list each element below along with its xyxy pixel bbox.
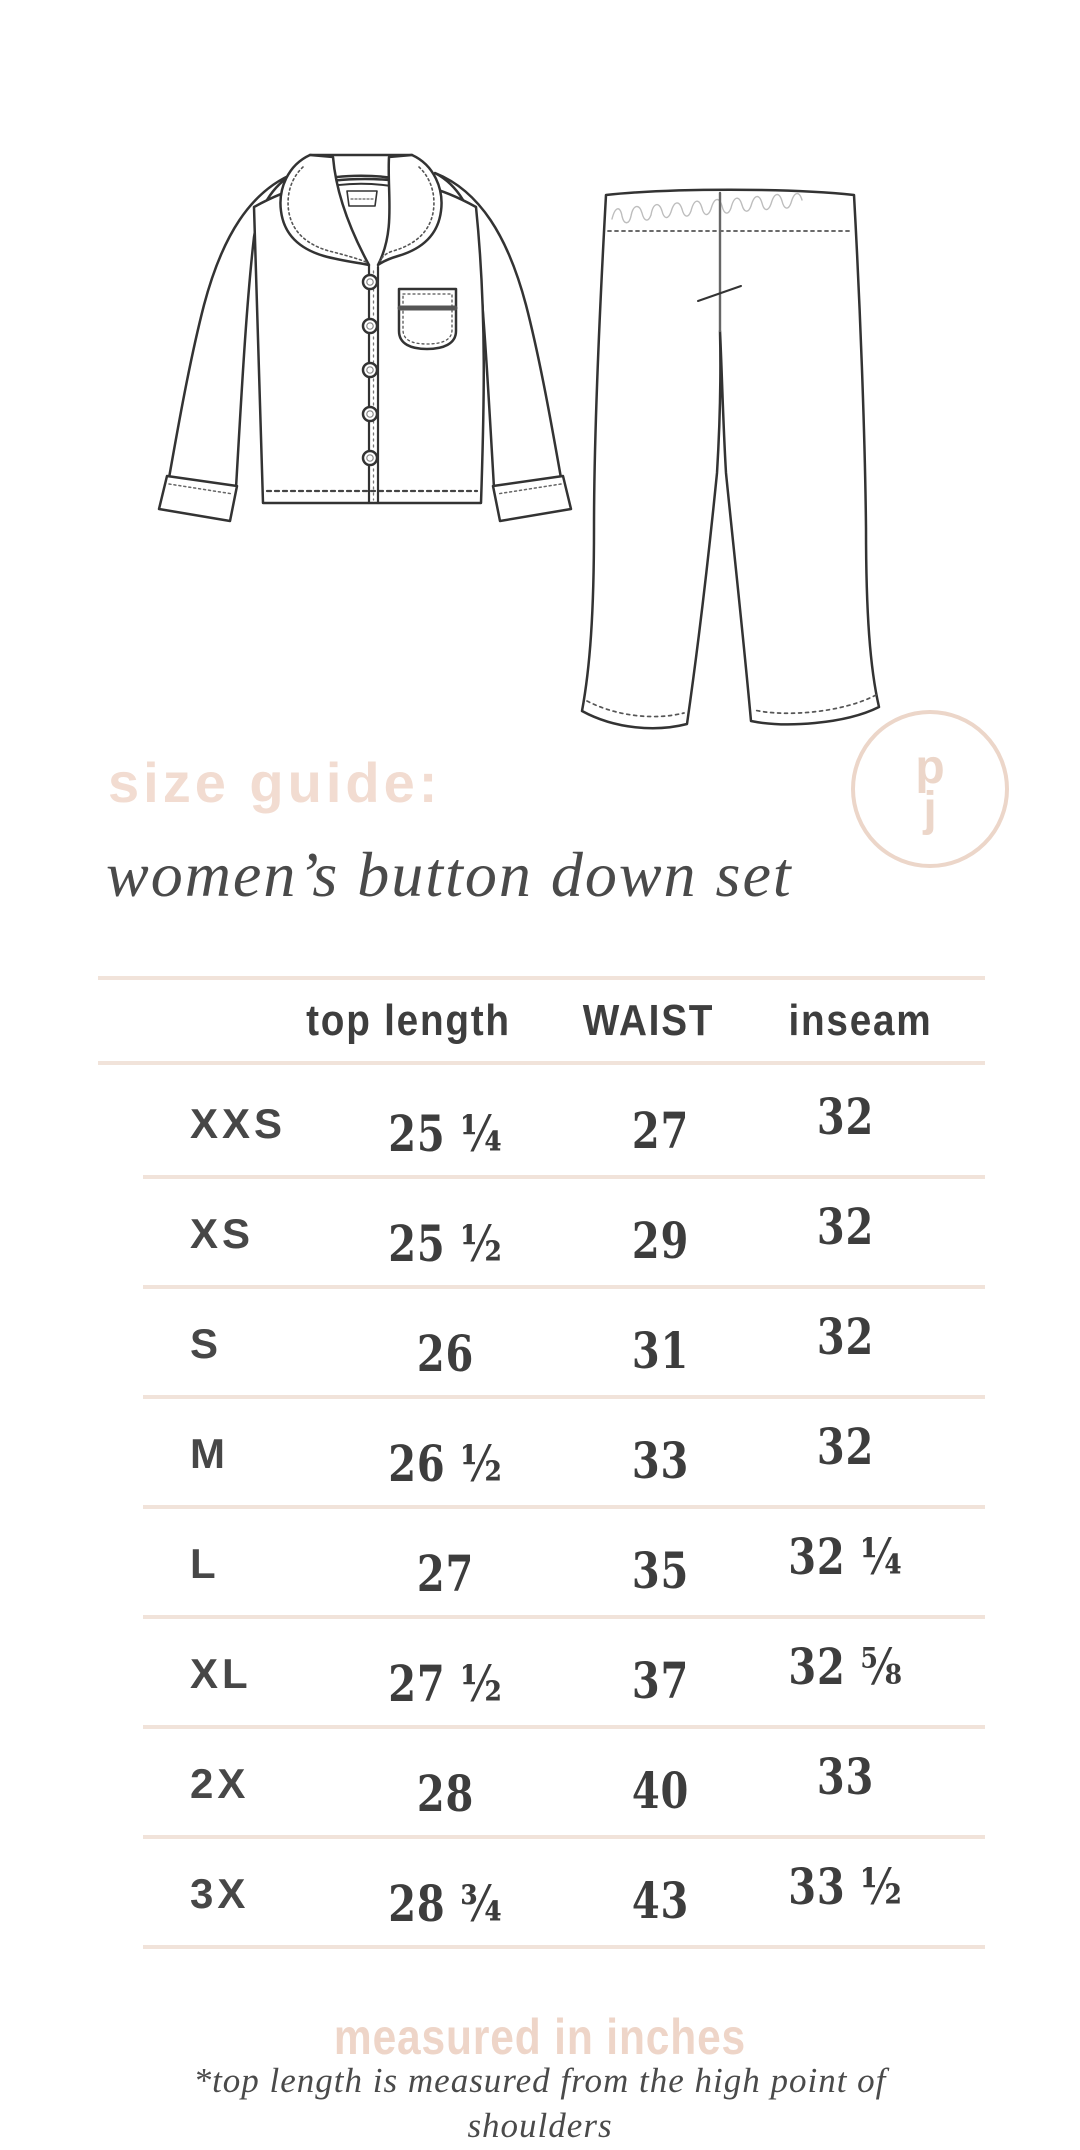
top-length-value: 26 ½ [388, 1433, 503, 1493]
page-title: size guide: [108, 751, 442, 814]
table-row-m: M 26 ½ 33 32 [98, 1399, 985, 1509]
waist-value: 35 [631, 1540, 690, 1600]
waist-value: 29 [631, 1210, 690, 1270]
table-row-xs: XS 25 ½ 29 32 [98, 1179, 985, 1289]
pj-logo-letter-p: p [915, 741, 945, 794]
inseam-value: 32 ⅝ [788, 1636, 903, 1696]
column-header-inseam: inseam [788, 995, 933, 1045]
pajama-pants-illustration [580, 188, 881, 730]
table-row-xl: XL 27 ½ 37 32 ⅝ [98, 1619, 985, 1729]
waist-value: 31 [631, 1320, 690, 1380]
size-label: L [190, 1540, 220, 1587]
units-note: measured in inches [333, 2009, 747, 2065]
table-header-row: top length WAIST inseam [98, 976, 985, 1065]
inseam-value: 33 [816, 1746, 875, 1806]
top-length-value: 26 [416, 1323, 475, 1383]
top-length-value: 25 ½ [388, 1213, 503, 1273]
pajama-top-illustration [157, 153, 573, 523]
size-label: 2X [190, 1760, 250, 1807]
inseam-value: 32 [816, 1306, 875, 1366]
table-row-3x: 3X 28 ¾ 43 33 ½ [98, 1839, 985, 1949]
table-row-2x: 2X 28 40 33 [98, 1729, 985, 1839]
size-label: M [190, 1430, 229, 1477]
inseam-value: 32 ¼ [788, 1526, 903, 1586]
pj-logo: p j [851, 710, 1009, 868]
top-length-footnote: *top length is measured from the high po… [193, 2061, 887, 2145]
top-length-value: 25 ¼ [388, 1103, 503, 1163]
size-label: S [190, 1320, 223, 1367]
top-length-value: 28 [416, 1763, 475, 1823]
chest-pocket [397, 287, 458, 351]
inseam-value: 32 [816, 1196, 875, 1256]
buttons [361, 273, 379, 467]
inseam-value: 33 ½ [788, 1856, 903, 1916]
size-label: XXS [190, 1100, 287, 1147]
waist-value: 37 [631, 1650, 690, 1710]
waist-value: 27 [631, 1100, 690, 1160]
waist-value: 33 [631, 1430, 690, 1490]
product-subtitle: women’s button down set [106, 839, 793, 910]
size-label: XS [190, 1210, 255, 1257]
size-label: 3X [190, 1870, 250, 1917]
table-row-l: L 27 35 32 ¼ [98, 1509, 985, 1619]
inseam-value: 32 [816, 1416, 875, 1476]
size-table-body: XXS 25 ¼ 27 32 XS 25 ½ 29 32 S 26 31 32 … [98, 1069, 985, 1949]
pj-logo-letter-j: j [923, 783, 937, 836]
top-length-value: 27 ½ [388, 1653, 503, 1713]
waist-value: 40 [631, 1760, 690, 1820]
column-header-waist: WAIST [582, 995, 715, 1045]
size-label: XL [190, 1650, 252, 1697]
waist-value: 43 [631, 1870, 690, 1930]
top-length-value: 27 [416, 1543, 475, 1603]
table-row-xxs: XXS 25 ¼ 27 32 [98, 1069, 985, 1179]
column-header-top-length: top length [306, 995, 511, 1045]
inseam-value: 32 [816, 1086, 875, 1146]
table-row-s: S 26 31 32 [98, 1289, 985, 1399]
top-length-value: 28 ¾ [388, 1873, 503, 1933]
